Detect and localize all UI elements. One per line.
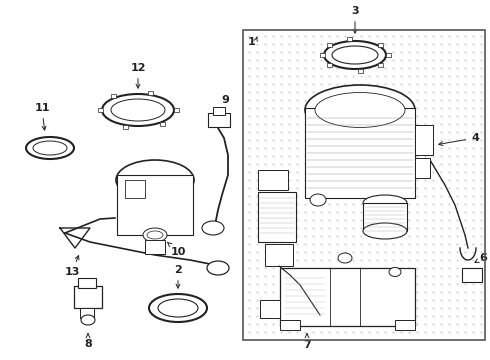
Ellipse shape bbox=[324, 41, 386, 69]
Ellipse shape bbox=[202, 221, 224, 235]
Bar bbox=[319, 53, 324, 57]
Bar bbox=[462, 268, 482, 282]
Text: 9: 9 bbox=[221, 95, 229, 112]
Bar bbox=[74, 286, 102, 308]
Bar bbox=[125, 180, 145, 198]
Bar bbox=[305, 108, 415, 198]
Bar bbox=[260, 300, 280, 318]
Ellipse shape bbox=[149, 294, 207, 322]
Ellipse shape bbox=[338, 253, 352, 263]
Bar bbox=[148, 91, 153, 95]
Text: 6: 6 bbox=[475, 253, 487, 263]
Ellipse shape bbox=[143, 228, 167, 242]
Ellipse shape bbox=[310, 194, 326, 206]
Bar bbox=[80, 308, 94, 318]
Bar bbox=[378, 63, 383, 67]
Ellipse shape bbox=[111, 99, 165, 121]
Bar bbox=[208, 113, 230, 127]
Bar bbox=[111, 94, 116, 98]
Bar bbox=[327, 43, 332, 47]
Bar bbox=[213, 107, 225, 115]
Bar bbox=[280, 268, 415, 326]
Ellipse shape bbox=[332, 46, 378, 64]
Bar bbox=[117, 175, 193, 235]
Ellipse shape bbox=[363, 195, 407, 211]
Ellipse shape bbox=[315, 93, 405, 127]
Text: 4: 4 bbox=[439, 133, 479, 145]
Bar bbox=[363, 203, 407, 231]
Text: 5: 5 bbox=[366, 188, 382, 200]
Ellipse shape bbox=[33, 141, 67, 155]
Bar bbox=[415, 158, 430, 178]
Ellipse shape bbox=[116, 160, 194, 200]
Text: 12: 12 bbox=[130, 63, 146, 88]
Ellipse shape bbox=[389, 267, 401, 276]
Text: 7: 7 bbox=[303, 334, 311, 350]
Bar bbox=[265, 244, 293, 266]
Text: 2: 2 bbox=[174, 265, 182, 288]
Text: 3: 3 bbox=[351, 6, 359, 33]
Bar bbox=[173, 108, 178, 112]
Ellipse shape bbox=[158, 299, 198, 317]
Text: 8: 8 bbox=[84, 333, 92, 349]
Bar bbox=[258, 170, 288, 190]
Bar bbox=[347, 37, 352, 41]
Bar bbox=[160, 122, 165, 126]
Bar bbox=[243, 30, 485, 340]
Ellipse shape bbox=[81, 315, 95, 325]
Ellipse shape bbox=[207, 261, 229, 275]
Bar bbox=[415, 125, 433, 155]
Bar bbox=[280, 320, 300, 330]
Bar bbox=[327, 63, 332, 67]
Bar bbox=[98, 108, 102, 112]
Bar bbox=[258, 192, 296, 242]
Text: 10: 10 bbox=[168, 242, 186, 257]
Bar bbox=[358, 69, 363, 73]
Text: 11: 11 bbox=[34, 103, 50, 130]
Ellipse shape bbox=[102, 94, 174, 126]
Text: 1: 1 bbox=[248, 37, 256, 47]
Bar bbox=[378, 43, 383, 47]
Ellipse shape bbox=[305, 85, 415, 135]
Ellipse shape bbox=[363, 223, 407, 239]
Bar bbox=[145, 240, 165, 254]
Bar bbox=[395, 320, 415, 330]
Bar bbox=[78, 278, 96, 288]
Bar bbox=[386, 53, 391, 57]
Text: 13: 13 bbox=[64, 256, 80, 277]
Ellipse shape bbox=[147, 231, 163, 239]
Ellipse shape bbox=[26, 137, 74, 159]
Bar bbox=[243, 30, 485, 340]
Bar bbox=[122, 125, 127, 129]
